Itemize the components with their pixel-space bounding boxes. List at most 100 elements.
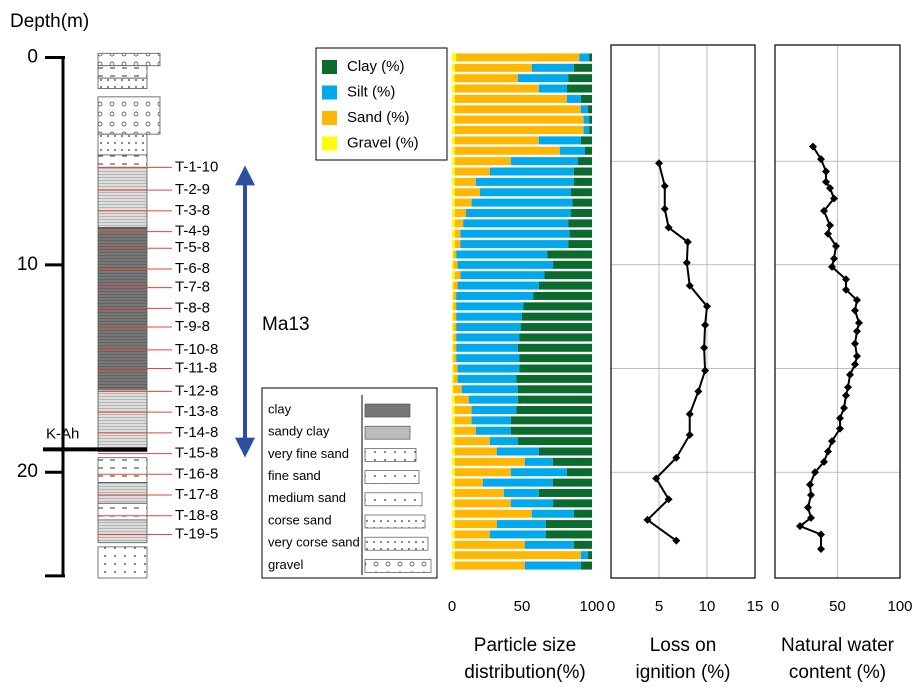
bar-segment (538, 488, 592, 497)
bar-segment (456, 354, 520, 363)
bar-segment (569, 229, 592, 238)
bar-segment (585, 146, 592, 155)
point (660, 182, 669, 191)
bar-segment (453, 385, 462, 394)
bar-segment (453, 343, 457, 352)
bar-segment (566, 468, 592, 477)
bar-segment (453, 312, 457, 321)
bar-segment (568, 240, 592, 249)
bar-segment (456, 312, 522, 321)
bar-segment (453, 323, 457, 332)
point (842, 391, 850, 400)
point (817, 544, 825, 553)
point (685, 281, 694, 290)
bar-segment (545, 530, 592, 539)
sample-label: T-6-8 (175, 260, 210, 277)
point (811, 468, 819, 477)
point (828, 437, 836, 446)
legend-label: corse sand (268, 512, 332, 527)
bar-segment (519, 354, 592, 363)
bar-segment (452, 157, 455, 166)
bar-segment (456, 343, 518, 352)
bar-segment (571, 188, 592, 197)
point (846, 370, 854, 379)
bar-segment (452, 468, 455, 477)
bar-segment (572, 198, 592, 207)
bar-segment (454, 457, 525, 466)
point (817, 530, 825, 539)
lithology-layer (97, 502, 148, 521)
point (700, 343, 709, 352)
point (853, 327, 861, 336)
bar-segment (452, 478, 455, 487)
legend-label: Sand (%) (347, 109, 410, 126)
panel-frame (774, 44, 901, 579)
point (853, 352, 861, 361)
bar-segment (544, 271, 592, 280)
bar-segment (568, 219, 592, 228)
bar-segment (456, 53, 580, 62)
point (660, 204, 669, 213)
bar-segment (454, 540, 525, 549)
bar-segment (452, 354, 454, 363)
legend-label: Silt (%) (347, 83, 395, 100)
legend-label: clay (268, 401, 292, 416)
bar-segment (580, 551, 588, 560)
bar-segment (517, 395, 592, 404)
bar-segment (580, 136, 592, 145)
bar-segment (460, 271, 545, 280)
sample-label: T-7-8 (175, 279, 210, 296)
bar-segment (453, 260, 458, 269)
bar-segment (524, 540, 574, 549)
lithology-layer (97, 133, 148, 156)
bar-segment (452, 364, 454, 373)
legend-swatch (364, 403, 411, 418)
sample-label: T-11-8 (175, 360, 217, 377)
legend-swatch (364, 559, 432, 573)
sample-label: T-14-8 (175, 424, 218, 441)
bar-segment (452, 281, 454, 290)
bar-segment (452, 406, 455, 415)
bar-segment (583, 126, 590, 135)
bar-segment (454, 115, 584, 124)
bar-segment (460, 240, 569, 249)
point (824, 447, 832, 456)
bar-segment (471, 416, 511, 425)
point (855, 318, 863, 327)
bar-segment (453, 364, 458, 373)
sample-label: T-3-8 (175, 202, 210, 219)
bar-segment (531, 509, 574, 518)
y-axis-title: Depth(m) (10, 11, 89, 32)
bar-segment (452, 343, 454, 352)
bar-segment (456, 323, 521, 332)
bar-segment (454, 561, 525, 570)
y-tick-label: 0 (27, 46, 38, 67)
x-tick-label: 50 (829, 598, 846, 615)
bar-segment (452, 126, 455, 135)
bar-segment (454, 488, 504, 497)
lithology-layer (97, 166, 148, 228)
bar-segment (452, 323, 454, 332)
bar-segment (454, 208, 466, 217)
x-axis-title: Natural water (781, 635, 895, 656)
bar-segment (454, 416, 472, 425)
bar-segment (452, 94, 455, 103)
bar-segment (452, 457, 455, 466)
bar-segment (456, 291, 534, 300)
bar-segment (568, 74, 592, 83)
x-axis-title: Loss on (650, 635, 717, 656)
bar-segment (452, 302, 454, 311)
bar-segment (452, 520, 455, 529)
legend-box (315, 47, 448, 161)
bar-segment (453, 281, 458, 290)
bar-segment (452, 551, 455, 560)
bar-segment (510, 426, 592, 435)
legend-label: gravel (268, 557, 304, 572)
bar-segment (454, 437, 490, 446)
bar-segment (471, 198, 573, 207)
bar-segment (496, 520, 546, 529)
bar-segment (520, 323, 592, 332)
bar-segment (475, 177, 574, 186)
bar-segment (453, 250, 457, 259)
bar-segment (523, 302, 592, 311)
